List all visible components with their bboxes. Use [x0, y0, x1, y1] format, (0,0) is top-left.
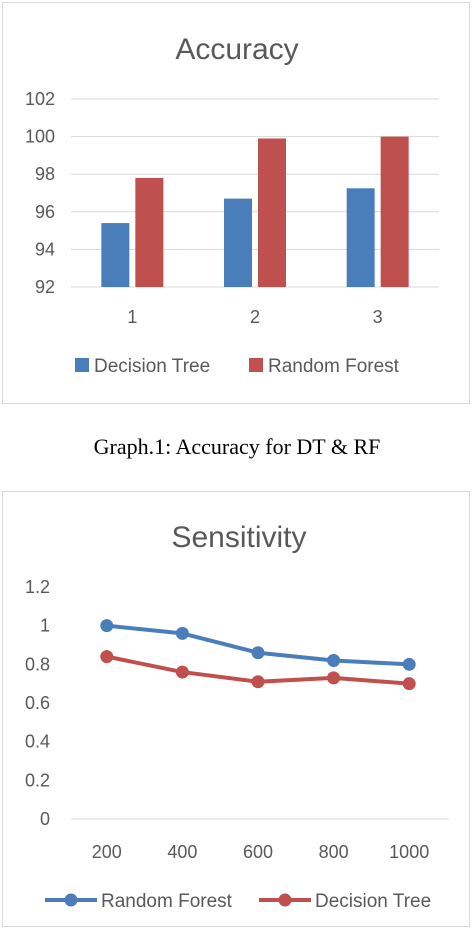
x-tick-label: 200	[92, 842, 122, 862]
accuracy-chart: Accuracy 92 94 96 98 100 102 1 2 3 Decision Tree R…	[2, 2, 470, 404]
bar-decision-tree	[346, 188, 375, 287]
legend-label: Random Forest	[268, 356, 400, 377]
legend-label: Random Forest	[101, 891, 233, 912]
sensitivity-chart-svg: Sensitivity 0 0.2 0.4 0.6 0.8 1 1.2 200 400 600 80…	[25, 521, 449, 912]
x-tick-label: 800	[319, 842, 349, 862]
chart-title: Accuracy	[175, 33, 298, 66]
y-tick-label: 0.6	[25, 693, 50, 713]
y-tick-label: 92	[35, 277, 55, 297]
x-tick-label: 3	[373, 307, 383, 327]
data-point-random-forest	[175, 626, 189, 640]
data-point-random-forest	[100, 619, 114, 633]
y-tick-label: 94	[35, 239, 55, 259]
y-tick-label: 100	[25, 127, 55, 147]
data-point-decision-tree	[402, 677, 416, 691]
y-tick-label: 0	[40, 809, 50, 829]
y-tick-label: 0.8	[25, 654, 50, 674]
legend-marker	[278, 893, 292, 907]
y-tick-label: 98	[35, 164, 55, 184]
y-tick-label: 0.4	[25, 732, 50, 752]
bar-decision-tree	[101, 223, 130, 287]
legend-label: Decision Tree	[94, 356, 210, 377]
x-tick-label: 1	[127, 307, 137, 327]
legend-swatch	[249, 358, 263, 372]
y-tick-label: 1.2	[25, 577, 50, 597]
y-tick-label: 1	[40, 616, 50, 636]
data-point-decision-tree	[327, 671, 341, 685]
bar-random-forest	[380, 136, 409, 287]
chart-title: Sensitivity	[171, 521, 306, 554]
x-tick-label: 2	[250, 307, 260, 327]
bar-random-forest	[258, 138, 286, 287]
x-tick-label: 1000	[389, 842, 429, 862]
data-point-decision-tree	[175, 665, 189, 679]
legend-marker	[64, 893, 78, 907]
legend-label: Decision Tree	[315, 891, 431, 912]
figure-caption: Graph.1: Accuracy for DT & RF	[93, 434, 381, 459]
y-tick-label: 0.2	[25, 770, 50, 790]
data-point-random-forest	[327, 653, 341, 667]
data-point-decision-tree	[100, 650, 114, 664]
x-tick-label: 400	[167, 842, 197, 862]
y-tick-label: 96	[35, 202, 55, 222]
sensitivity-chart: Sensitivity 0 0.2 0.4 0.6 0.8 1 1.2 200 400 600 80…	[2, 491, 470, 927]
data-point-decision-tree	[251, 675, 265, 689]
x-tick-label: 600	[243, 842, 273, 862]
bar-decision-tree	[224, 198, 252, 287]
data-point-random-forest	[251, 646, 265, 660]
bar-random-forest	[135, 177, 164, 287]
legend-swatch	[75, 358, 89, 372]
accuracy-chart-svg: Accuracy 92 94 96 98 100 102 1 2 3 Decision Tree R…	[25, 33, 439, 377]
y-tick-label: 102	[25, 89, 55, 109]
data-point-random-forest	[402, 657, 416, 671]
